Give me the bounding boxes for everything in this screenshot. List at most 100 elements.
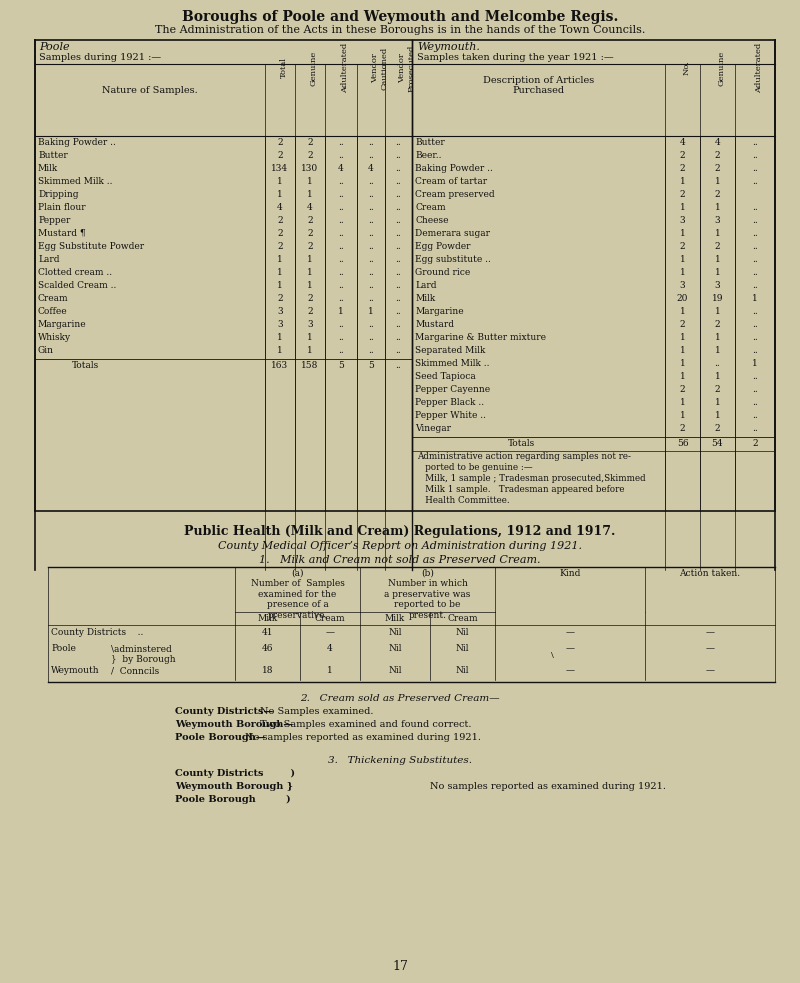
Text: 1: 1 [680,203,686,212]
Text: 1: 1 [714,372,720,381]
Text: 4: 4 [327,644,333,653]
Text: ..: .. [368,320,374,329]
Text: 1: 1 [680,333,686,342]
Text: }  by Borough: } by Borough [111,655,176,664]
Text: 1: 1 [307,268,313,277]
Text: Milk 1 sample.   Tradesman appeared before: Milk 1 sample. Tradesman appeared before [417,485,625,494]
Text: 2: 2 [714,385,720,394]
Text: ..: .. [396,164,402,173]
Text: Pepper Black ..: Pepper Black .. [415,398,484,407]
Text: Weymouth.: Weymouth. [417,42,480,52]
Text: —: — [566,644,574,653]
Text: 56: 56 [677,439,688,448]
Text: ..: .. [752,424,758,433]
Text: ..: .. [752,255,758,264]
Text: 18: 18 [262,666,274,675]
Text: ..: .. [752,177,758,186]
Text: ..: .. [396,320,402,329]
Text: 163: 163 [271,361,289,370]
Text: ..: .. [396,361,402,370]
Text: —: — [566,628,574,637]
Text: 1: 1 [680,177,686,186]
Text: Beer..: Beer.. [415,151,442,160]
Text: 1: 1 [714,177,720,186]
Text: 1: 1 [338,307,344,316]
Text: ..: .. [338,255,344,264]
Text: 2: 2 [714,242,720,251]
Text: ..: .. [752,398,758,407]
Text: 3.   Thickening Substitutes.: 3. Thickening Substitutes. [328,756,472,765]
Text: ..: .. [368,255,374,264]
Text: 1: 1 [680,372,686,381]
Text: 1: 1 [277,333,283,342]
Text: ..: .. [396,203,402,212]
Text: ..: .. [396,190,402,199]
Text: Lard: Lard [38,255,59,264]
Text: Nil: Nil [456,644,470,653]
Text: —: — [706,644,714,653]
Text: Genuine: Genuine [718,50,726,86]
Text: Public Health (Milk and Cream) Regulations, 1912 and 1917.: Public Health (Milk and Cream) Regulatio… [184,525,616,538]
Text: 46: 46 [262,644,274,653]
Text: Mustard: Mustard [415,320,454,329]
Text: ..: .. [338,229,344,238]
Text: 1: 1 [714,229,720,238]
Text: Total: Total [280,57,288,79]
Text: ..: .. [368,151,374,160]
Text: Cream preserved: Cream preserved [415,190,494,199]
Text: 1: 1 [327,666,333,675]
Text: 1: 1 [307,346,313,355]
Text: 1: 1 [680,268,686,277]
Text: Adulterated: Adulterated [755,43,763,93]
Text: 4: 4 [338,164,344,173]
Text: Pepper: Pepper [38,216,70,225]
Text: County Districts        ): County Districts ) [175,769,295,779]
Text: 1: 1 [307,333,313,342]
Text: ..: .. [396,216,402,225]
Text: Lard: Lard [415,281,437,290]
Text: 158: 158 [302,361,318,370]
Text: 2: 2 [714,164,720,173]
Text: Weymouth: Weymouth [51,666,100,675]
Text: Samples taken during the year 1921 :—: Samples taken during the year 1921 :— [417,53,614,62]
Text: ..: .. [752,307,758,316]
Text: 1: 1 [368,307,374,316]
Text: 3: 3 [714,281,720,290]
Text: Pepper White ..: Pepper White .. [415,411,486,420]
Text: (b)
Number in which
a preservative was
reported to be
present.: (b) Number in which a preservative was r… [384,569,470,619]
Text: Cream of tartar: Cream of tartar [415,177,487,186]
Text: 1: 1 [714,255,720,264]
Text: ..: .. [368,138,374,147]
Text: Cream: Cream [447,614,478,623]
Text: ..: .. [338,242,344,251]
Text: 1: 1 [680,229,686,238]
Text: 2: 2 [307,229,313,238]
Text: Nil: Nil [388,644,402,653]
Text: Plain flour: Plain flour [38,203,86,212]
Text: Pepper Cayenne: Pepper Cayenne [415,385,490,394]
Text: ..: .. [752,281,758,290]
Text: No samples reported as examined during 1921.: No samples reported as examined during 1… [245,733,481,742]
Text: 2: 2 [277,294,283,303]
Text: Whisky: Whisky [38,333,71,342]
Text: Clotted cream ..: Clotted cream .. [38,268,112,277]
Text: 1: 1 [714,203,720,212]
Text: Milk, 1 sample ; Tradesman prosecuted,Skimmed: Milk, 1 sample ; Tradesman prosecuted,Sk… [417,474,646,483]
Text: ..: .. [396,307,402,316]
Text: Dripping: Dripping [38,190,78,199]
Text: 3: 3 [714,216,720,225]
Text: 2: 2 [307,138,313,147]
Text: ..: .. [752,216,758,225]
Text: 3: 3 [680,216,686,225]
Text: Baking Powder ..: Baking Powder .. [38,138,116,147]
Text: 1: 1 [277,268,283,277]
Text: 5: 5 [368,361,374,370]
Text: \adminstered: \adminstered [111,644,172,653]
Text: ..: .. [338,346,344,355]
Text: 130: 130 [302,164,318,173]
Text: 5: 5 [338,361,344,370]
Text: 4: 4 [368,164,374,173]
Text: ..: .. [368,294,374,303]
Text: 1: 1 [680,411,686,420]
Text: 54: 54 [712,439,723,448]
